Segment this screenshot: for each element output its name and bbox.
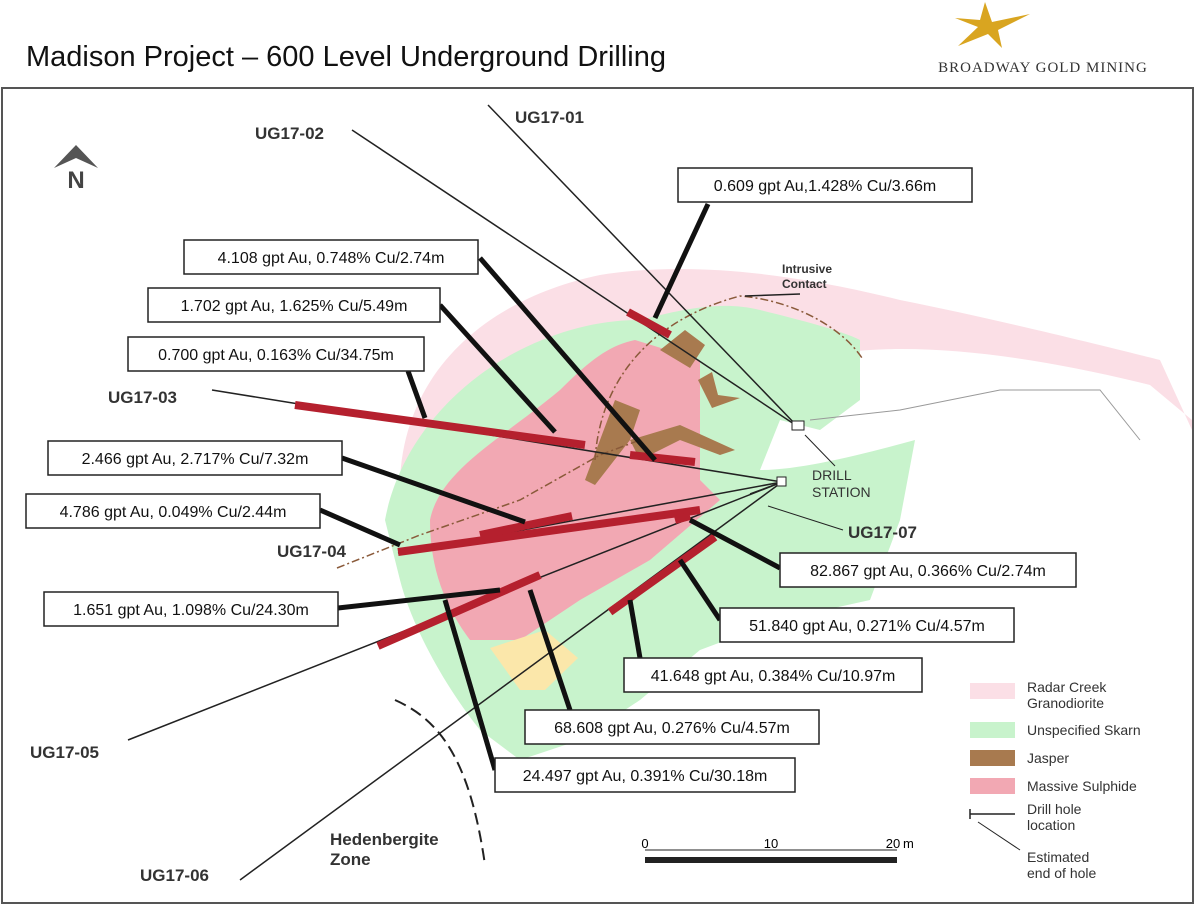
callout-pointer (337, 587, 501, 611)
callout-box (25, 493, 321, 529)
callout-pointer (438, 303, 557, 434)
legend-line: end of hole (1027, 865, 1096, 881)
legend-line: Estimated (1027, 849, 1089, 865)
callout-text: 4.108 gpt Au, 0.748% Cu/2.74m (218, 250, 445, 267)
legend-line: location (1027, 817, 1075, 833)
hole-label: UG17-03 (108, 388, 177, 407)
callout-pointer (627, 599, 643, 659)
north-arrow: N (54, 145, 98, 194)
callout-box (623, 657, 923, 693)
intrusive-contact: Intrusive Contact (782, 262, 832, 291)
callout-box (47, 440, 343, 476)
hole-label: UG17-05 (30, 743, 99, 762)
callout-box (147, 287, 441, 323)
callout-text: 0.700 gpt Au, 0.163% Cu/34.75m (158, 347, 394, 364)
callout-box (719, 607, 1015, 643)
callout-text: 41.648 gpt Au, 0.384% Cu/10.97m (651, 668, 896, 685)
callout-pointer (688, 517, 782, 571)
hole-label: UG17-01 (515, 108, 584, 127)
callout-box (494, 757, 796, 793)
north: N (67, 167, 84, 194)
scale-label: m (903, 836, 914, 851)
legend-label: Drill hole location (1027, 801, 1082, 833)
callout-pointer (677, 558, 723, 622)
geology (336, 268, 1192, 866)
callout-text: 4.786 gpt Au, 0.049% Cu/2.44m (60, 504, 287, 521)
hole-labels: UG17-01 UG17-02 UG17-03 UG17-04 UG17-05 … (30, 108, 917, 885)
legend-line: Radar Creek (1027, 679, 1107, 695)
legend-label: Jasper (1027, 750, 1069, 766)
callout-text: 2.466 gpt Au, 2.717% Cu/7.32m (82, 451, 309, 468)
callout-pointer (652, 202, 711, 320)
logo-text: BROADWAY GOLD MINING (938, 60, 1148, 76)
callout-box (524, 709, 820, 745)
scale-bar: 0 10 20 m (641, 836, 914, 863)
hole-label: UG17-06 (140, 866, 209, 885)
callout-pointer (405, 370, 428, 419)
drill-station: DRILL STATION (812, 467, 871, 500)
legend: Radar Creek Granodiorite Unspecified Skarn… (969, 679, 1141, 881)
callout-text: 1.651 gpt Au, 1.098% Cu/24.30m (73, 602, 309, 619)
pointer (744, 293, 801, 297)
legend-label: Massive Sulphide (1027, 778, 1137, 794)
legend-line: Unspecified Skarn (1027, 722, 1141, 738)
callout-pointer (341, 455, 526, 525)
callout-box (779, 552, 1077, 588)
callout-text: 82.867 gpt Au, 0.366% Cu/2.74m (810, 563, 1046, 580)
zone-label: Hedenbergite Zone (330, 830, 439, 869)
hole-label: UG17-02 (255, 124, 324, 143)
callout-text: 1.702 gpt Au, 1.625% Cu/5.49m (181, 298, 408, 315)
callout-box (183, 239, 479, 275)
title: Madison Project – 600 Level Underground … (26, 41, 666, 73)
legend-label: Radar Creek Granodiorite (1027, 679, 1107, 711)
scale-label: 10 (764, 836, 778, 851)
station (791, 420, 805, 431)
legend-line: Drill hole (1027, 801, 1082, 817)
legend-label: Unspecified Skarn (1027, 722, 1141, 738)
callout-box (43, 591, 339, 627)
legend-line: Jasper (1027, 750, 1069, 766)
logo: BROADWAY GOLD MINING (938, 2, 1148, 76)
legend-label: Estimated end of hole (1027, 849, 1096, 881)
callout-pointer (442, 599, 498, 771)
legend-line: Granodiorite (1027, 695, 1104, 711)
callout-pointer (318, 507, 402, 548)
scale-label: 20 (886, 836, 900, 851)
callout-text: 51.840 gpt Au, 0.271% Cu/4.57m (749, 618, 985, 635)
callout-pointer (527, 589, 573, 711)
station (776, 476, 787, 487)
callout-box (677, 167, 973, 203)
intercepts (294, 308, 718, 650)
hole-label: UG17-07 (848, 523, 917, 542)
callout-pointer (478, 256, 657, 462)
callout-text: 0.609 gpt Au,1.428% Cu/3.66m (714, 178, 936, 195)
hole-label: UG17-04 (277, 542, 347, 561)
legend-line: Massive Sulphide (1027, 778, 1137, 794)
callout-box (127, 336, 425, 372)
callout-text: 68.608 gpt Au, 0.276% Cu/4.57m (554, 720, 790, 737)
callout-text: 24.497 gpt Au, 0.391% Cu/30.18m (523, 768, 768, 785)
pointer (767, 505, 844, 531)
pointer (804, 434, 836, 467)
scale-label: 0 (641, 836, 648, 851)
